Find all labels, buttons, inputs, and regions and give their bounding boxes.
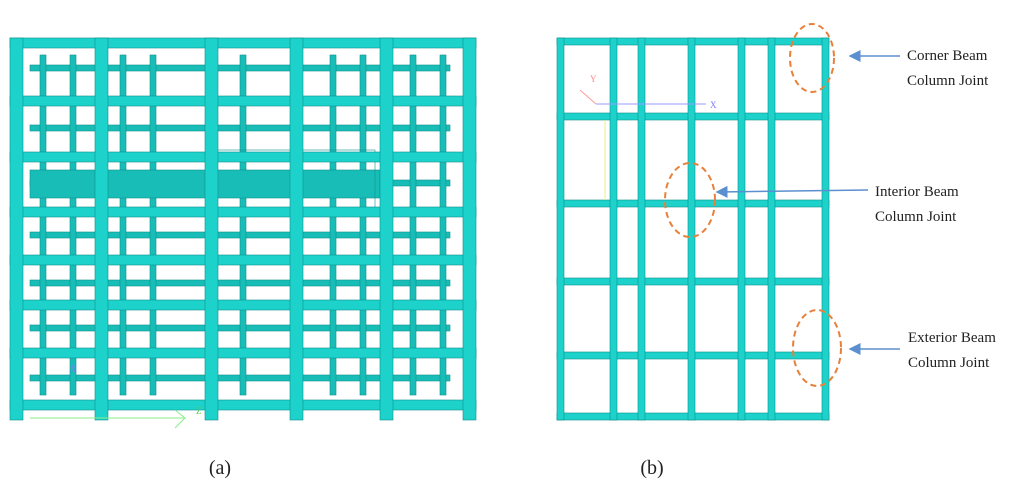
annotation: Corner Beam bbox=[907, 48, 988, 64]
annotation: Column Joint bbox=[907, 73, 989, 89]
column bbox=[822, 38, 829, 420]
column bbox=[463, 38, 476, 420]
column bbox=[10, 38, 23, 420]
beam bbox=[10, 38, 476, 48]
column bbox=[768, 38, 775, 420]
axis-label: X bbox=[70, 364, 77, 374]
annotation: Column Joint bbox=[908, 355, 990, 371]
caption: (b) bbox=[640, 457, 663, 479]
axis-label: Y bbox=[590, 74, 597, 84]
beam bbox=[10, 400, 476, 410]
column bbox=[688, 38, 695, 420]
column bbox=[380, 38, 393, 420]
annotation: Exterior Beam bbox=[908, 330, 996, 346]
column bbox=[738, 38, 745, 420]
column bbox=[610, 38, 617, 420]
beam bbox=[10, 255, 476, 265]
beam bbox=[10, 207, 476, 217]
column bbox=[290, 38, 303, 420]
beam bbox=[10, 348, 476, 358]
caption: (a) bbox=[209, 457, 231, 479]
annotation: Interior Beam bbox=[875, 184, 959, 200]
exterior-joint-marker bbox=[793, 310, 841, 386]
axis-label: Z bbox=[196, 406, 202, 416]
axis-label: X bbox=[710, 100, 717, 110]
annotation: Column Joint bbox=[875, 209, 957, 225]
axis-arrow bbox=[580, 90, 596, 104]
column bbox=[638, 38, 645, 420]
frame-elevation bbox=[557, 38, 829, 420]
axis-arrow bbox=[175, 418, 185, 428]
column bbox=[205, 38, 218, 420]
beam bbox=[10, 300, 476, 310]
frame-3d bbox=[10, 38, 476, 420]
column bbox=[557, 38, 564, 420]
column bbox=[95, 38, 108, 420]
beam bbox=[10, 152, 476, 162]
figure: X Z Y X Corner Beam Column Joint Interio… bbox=[0, 0, 1022, 485]
beam bbox=[10, 96, 476, 106]
